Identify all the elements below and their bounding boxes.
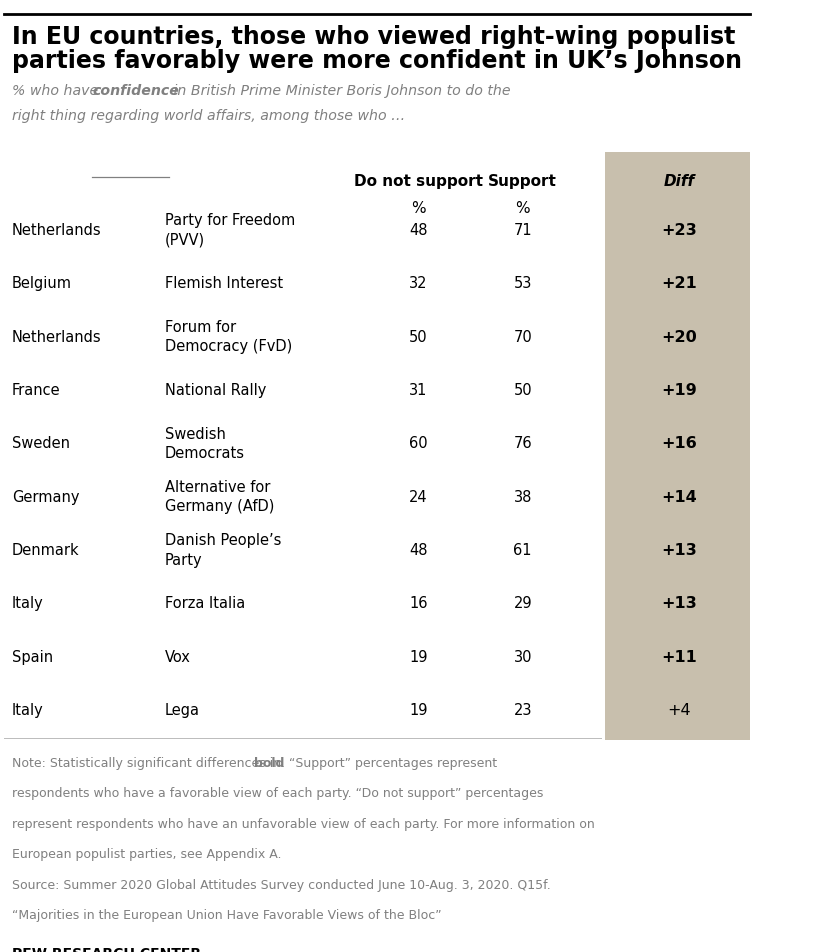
Text: In EU countries, those who viewed right-wing populist: In EU countries, those who viewed right-… xyxy=(12,26,735,50)
Text: +13: +13 xyxy=(662,596,697,611)
Text: Danish People’s
Party: Danish People’s Party xyxy=(165,533,281,567)
Text: Swedish
Democrats: Swedish Democrats xyxy=(165,426,244,461)
Text: Party for Freedom
(PVV): Party for Freedom (PVV) xyxy=(165,213,295,248)
Text: 29: 29 xyxy=(513,596,532,611)
Text: +20: +20 xyxy=(662,329,697,345)
Text: Do not support: Do not support xyxy=(354,173,483,188)
Text: +11: +11 xyxy=(662,649,697,664)
Text: in British Prime Minister Boris Johnson to do the: in British Prime Minister Boris Johnson … xyxy=(170,84,511,98)
Text: PEW RESEARCH CENTER: PEW RESEARCH CENTER xyxy=(12,946,201,952)
Text: 38: 38 xyxy=(513,489,532,505)
Text: confidence: confidence xyxy=(92,84,179,98)
Text: European populist parties, see Appendix A.: European populist parties, see Appendix … xyxy=(12,848,281,862)
Text: %: % xyxy=(411,201,426,216)
Text: Vox: Vox xyxy=(165,649,191,664)
Text: Netherlands: Netherlands xyxy=(12,329,102,345)
Text: 70: 70 xyxy=(513,329,532,345)
Text: 61: 61 xyxy=(513,543,532,558)
Text: Germany: Germany xyxy=(12,489,79,505)
Text: parties favorably were more confident in UK’s Johnson: parties favorably were more confident in… xyxy=(12,50,742,73)
Text: Note: Statistically significant differences in: Note: Statistically significant differen… xyxy=(12,757,285,770)
Text: Forza Italia: Forza Italia xyxy=(165,596,244,611)
Bar xyxy=(605,152,750,740)
Text: +13: +13 xyxy=(662,543,697,558)
Text: Lega: Lega xyxy=(165,704,200,718)
Text: 50: 50 xyxy=(409,329,428,345)
Text: represent respondents who have an unfavorable view of each party. For more infor: represent respondents who have an unfavo… xyxy=(12,818,595,831)
Text: 23: 23 xyxy=(513,704,532,718)
Text: +19: +19 xyxy=(662,383,697,398)
Text: +21: +21 xyxy=(662,276,697,291)
Text: France: France xyxy=(12,383,60,398)
Text: respondents who have a favorable view of each party. “Do not support” percentage: respondents who have a favorable view of… xyxy=(12,787,543,801)
Text: %: % xyxy=(516,201,530,216)
Text: 16: 16 xyxy=(409,596,428,611)
Text: 76: 76 xyxy=(513,436,532,451)
Text: Support: Support xyxy=(488,173,557,188)
Text: Denmark: Denmark xyxy=(12,543,79,558)
Text: National Rally: National Rally xyxy=(165,383,266,398)
Text: Source: Summer 2020 Global Attitudes Survey conducted June 10-Aug. 3, 2020. Q15f: Source: Summer 2020 Global Attitudes Sur… xyxy=(12,879,550,892)
Text: 19: 19 xyxy=(409,704,428,718)
Text: Sweden: Sweden xyxy=(12,436,70,451)
Text: Diff: Diff xyxy=(664,173,695,188)
Text: +14: +14 xyxy=(662,489,697,505)
Text: “Majorities in the European Union Have Favorable Views of the Bloc”: “Majorities in the European Union Have F… xyxy=(12,909,441,922)
Text: . “Support” percentages represent: . “Support” percentages represent xyxy=(281,757,497,770)
Text: % who have: % who have xyxy=(12,84,102,98)
Text: 24: 24 xyxy=(409,489,428,505)
Text: Belgium: Belgium xyxy=(12,276,71,291)
Text: 71: 71 xyxy=(513,223,532,238)
Text: +4: +4 xyxy=(668,704,691,718)
Text: 50: 50 xyxy=(513,383,532,398)
Text: right thing regarding world affairs, among those who …: right thing regarding world affairs, amo… xyxy=(12,109,405,123)
Text: Flemish Interest: Flemish Interest xyxy=(165,276,283,291)
Text: Spain: Spain xyxy=(12,649,53,664)
Text: 53: 53 xyxy=(513,276,532,291)
Text: Forum for
Democracy (FvD): Forum for Democracy (FvD) xyxy=(165,320,291,354)
Text: Italy: Italy xyxy=(12,704,44,718)
Text: 19: 19 xyxy=(409,649,428,664)
Text: 48: 48 xyxy=(409,223,428,238)
Text: Netherlands: Netherlands xyxy=(12,223,102,238)
Text: 31: 31 xyxy=(409,383,428,398)
Text: +16: +16 xyxy=(662,436,697,451)
Text: 48: 48 xyxy=(409,543,428,558)
Text: 32: 32 xyxy=(409,276,428,291)
Text: bold: bold xyxy=(255,757,285,770)
Text: 60: 60 xyxy=(409,436,428,451)
Text: Italy: Italy xyxy=(12,596,44,611)
Text: Alternative for
Germany (AfD): Alternative for Germany (AfD) xyxy=(165,480,274,514)
Text: +23: +23 xyxy=(662,223,697,238)
Text: 30: 30 xyxy=(513,649,532,664)
